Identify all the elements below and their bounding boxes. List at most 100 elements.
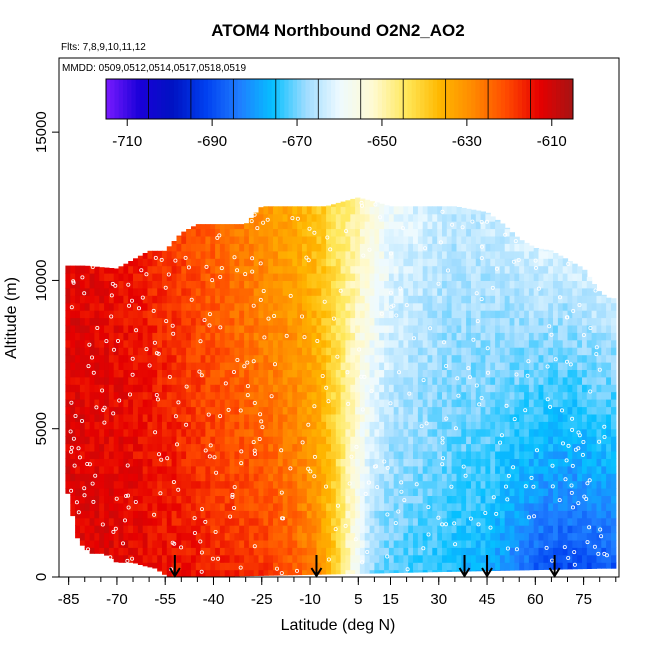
heatmap-cell [504,250,511,259]
heatmap-cell [335,332,342,341]
heatmap-cell [181,421,187,430]
heatmap-cell [490,554,496,563]
heatmap-cell [253,235,260,244]
heatmap-cell [398,428,404,437]
heatmap-cell [524,280,530,289]
heatmap-cell [403,384,409,393]
heatmap-cell [311,310,317,319]
heatmap-cell [171,421,177,430]
heatmap-cell [311,213,317,222]
heatmap-cell [427,347,433,356]
heatmap-cell [234,465,240,474]
heatmap-cell [229,310,235,319]
heatmap-cell [166,302,173,311]
heatmap-cell [89,436,95,445]
heatmap-cell [490,399,496,408]
heatmap-cell [113,332,120,341]
heatmap-cell [567,539,573,548]
heatmap-cell [562,436,569,445]
heatmap-cell [108,532,115,541]
heatmap-cell [514,376,520,385]
heatmap-cell [504,227,511,230]
heatmap-cell [99,376,105,385]
heatmap-cell [379,532,385,541]
heatmap-cell [94,287,100,296]
heatmap-cell [422,451,429,459]
heatmap-cell [519,436,525,445]
heatmap-cell [248,384,255,393]
heatmap-cell [572,265,578,274]
heatmap-cell [166,376,173,385]
heatmap-cell [374,258,380,267]
heatmap-cell [485,539,491,548]
heatmap-cell [248,532,255,541]
heatmap-cell [364,384,371,393]
heatmap-cell [205,324,211,333]
heatmap-cell [562,517,569,526]
heatmap-cell [157,376,163,385]
heatmap-cell [248,258,255,267]
heatmap-cell [287,562,293,571]
heatmap-cell [345,317,351,326]
heatmap-cell [297,317,303,326]
heatmap-cell [137,413,144,422]
heatmap-cell [152,339,158,348]
heatmap-cell [191,280,197,289]
heatmap-cell [427,510,433,519]
heatmap-cell [442,273,448,281]
heatmap-cell [533,488,540,496]
heatmap-cell [195,258,202,267]
heatmap-cell [239,332,245,341]
heatmap-cell [302,228,308,237]
heatmap-cell [123,280,129,289]
heatmap-cell [219,317,226,326]
heatmap-cell [562,391,569,400]
heatmap-cell [104,458,110,467]
heatmap-cell [292,310,298,319]
heatmap-cell [359,413,366,422]
heatmap-cell [471,310,477,319]
heatmap-cell [340,280,346,289]
heatmap-cell [142,332,149,341]
heatmap-cell [384,510,390,519]
heatmap-cell [176,502,182,511]
heatmap-cell [123,473,129,482]
heatmap-cell [417,310,424,319]
heatmap-cell [229,265,235,274]
heatmap-cell [292,354,298,363]
heatmap-cell [388,302,395,311]
heatmap-cell [384,324,390,333]
heatmap-cell [253,443,260,452]
heatmap-cell [446,273,453,281]
heatmap-cell [234,273,240,281]
heatmap-cell [133,287,139,296]
heatmap-cell [466,228,472,237]
heatmap-cell [258,473,264,482]
heatmap-cell [340,250,346,259]
heatmap-cell [326,258,332,267]
heatmap-cell [287,525,293,534]
heatmap-cell [224,362,231,370]
heatmap-cell [326,369,332,378]
heatmap-cell [326,569,332,575]
heatmap-cell [567,265,573,274]
heatmap-cell [499,384,506,393]
heatmap-cell [326,287,332,296]
heatmap-cell [408,228,414,237]
heatmap-cell [543,376,549,385]
heatmap-cell [446,406,453,415]
heatmap-cell [364,265,371,274]
heatmap-cell [133,406,139,415]
heatmap-cell [528,562,535,571]
heatmap-cell [282,428,289,437]
heatmap-cell [263,317,269,326]
heatmap-cell [335,317,342,326]
heatmap-cell [142,317,149,326]
heatmap-cell [413,362,419,370]
heatmap-cell [326,391,332,400]
heatmap-cell [331,213,337,222]
heatmap-cell [364,213,371,222]
heatmap-cell [437,324,443,333]
heatmap-cell [258,465,264,474]
heatmap-cell [205,339,211,348]
